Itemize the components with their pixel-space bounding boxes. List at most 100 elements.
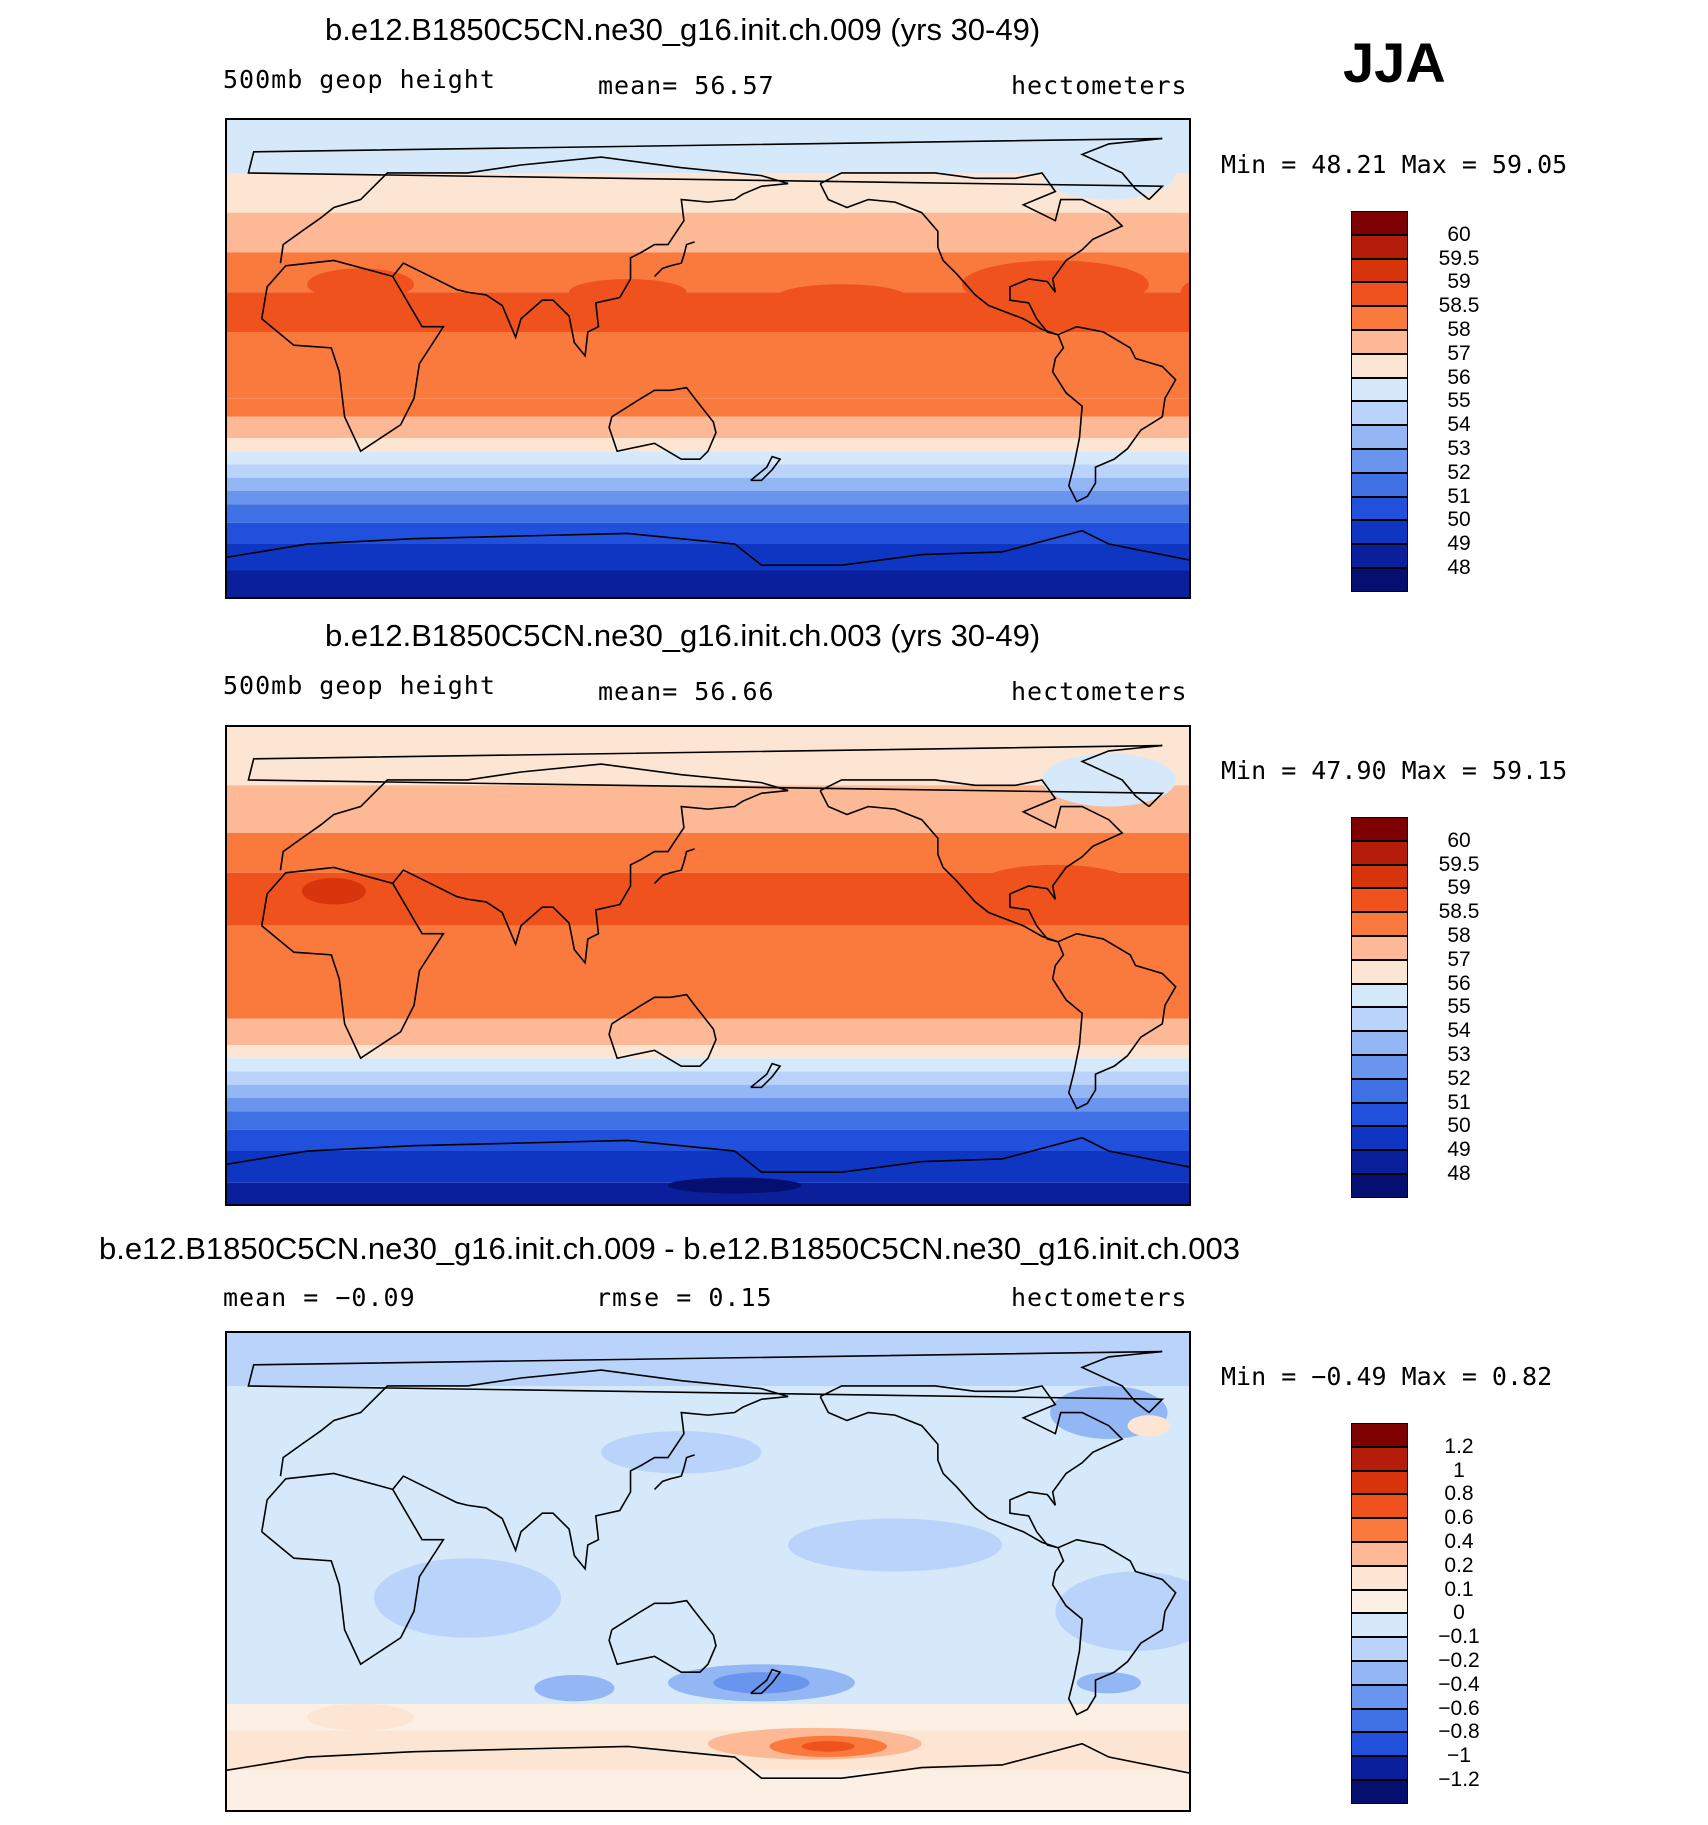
panel-3-mean-label: mean = −0.09: [223, 1283, 416, 1312]
colorbar-swatch: [1351, 1637, 1408, 1661]
contour-band: [227, 464, 1189, 478]
season-label: JJA: [1343, 31, 1446, 94]
colorbar-label: 60: [1447, 828, 1471, 852]
colorbar-swatch: [1351, 983, 1408, 1008]
colorbar-swatch: [1351, 817, 1408, 841]
panel-3-minmax: Min = −0.49 Max = 0.82: [1221, 1362, 1553, 1391]
colorbar-label: 57: [1447, 341, 1471, 365]
contour-band: [227, 1084, 1189, 1098]
colorbar-swatch: [1351, 1470, 1408, 1495]
colorbar-label: 0.4: [1444, 1530, 1474, 1553]
colorbar-label: 1: [1453, 1458, 1465, 1482]
colorbar-label: 58.5: [1438, 900, 1480, 924]
colorbar-label: −0.8: [1438, 1720, 1480, 1744]
panel-2-minmax: Min = 47.90 Max = 59.15: [1221, 756, 1568, 785]
coastline: [1051, 325, 1177, 503]
colorbar-label: 52: [1447, 1066, 1471, 1090]
contour-region: [788, 1518, 1002, 1572]
contour-region: [961, 260, 1149, 309]
contour-region: [774, 284, 909, 311]
colorbar-label: 50: [1447, 1114, 1471, 1138]
colorbar-swatch: [1351, 1126, 1408, 1151]
contour-band: [227, 570, 1189, 597]
contour-region: [721, 880, 962, 918]
colorbar-swatch: [1351, 1031, 1408, 1055]
colorbar-swatch: [1351, 1102, 1408, 1127]
contour-region: [1042, 146, 1176, 200]
colorbar-label: −0.6: [1438, 1696, 1480, 1720]
panel-1-map: [225, 118, 1191, 599]
colorbar-label: 53: [1447, 1043, 1471, 1066]
contour-band: [227, 451, 1189, 465]
panel-2-title: b.e12.B1850C5CN.ne30_g16.init.ch.003 (yr…: [325, 618, 1041, 653]
contour-region: [1042, 753, 1176, 807]
colorbar-label: −0.1: [1438, 1625, 1480, 1649]
contour-region: [975, 864, 1136, 908]
colorbar-swatch: [1351, 306, 1408, 330]
colorbar-label: −0.2: [1438, 1649, 1480, 1672]
contour-band: [227, 332, 1189, 399]
colorbar-swatch: [1351, 1613, 1408, 1638]
contour-band: [227, 925, 1189, 1019]
colorbar-swatch: [1351, 449, 1408, 473]
contour-band: [227, 522, 1189, 544]
colorbar-swatch: [1351, 1661, 1408, 1685]
contour-band: [227, 1058, 1189, 1072]
contour-band: [227, 1098, 1189, 1112]
contour-region: [307, 268, 415, 301]
colorbar-swatch: [1351, 1756, 1408, 1780]
contour-band: [227, 1129, 1189, 1151]
colorbar-label: 54: [1447, 413, 1471, 437]
colorbar-swatch: [1351, 401, 1408, 426]
coastline: [227, 529, 1189, 566]
coastline: [247, 137, 1165, 201]
coastline: [279, 156, 789, 264]
coastline: [247, 1350, 1165, 1414]
panel-2-map: [225, 725, 1191, 1206]
colorbar-label: −0.4: [1438, 1672, 1480, 1696]
panel-3-map: [225, 1331, 1191, 1812]
map-svg: [227, 120, 1189, 597]
panel-3-rmse-label: rmse = 0.15: [596, 1283, 773, 1312]
coastline: [750, 1062, 782, 1089]
contour-region: [801, 1741, 855, 1752]
colorbar-swatch: [1351, 544, 1408, 568]
coastline: [279, 763, 789, 871]
coastline: [1051, 1538, 1177, 1716]
panel-1-mean-label: mean= 56.57: [598, 71, 775, 100]
contour-region: [713, 1672, 810, 1694]
contour-band: [227, 1730, 1189, 1771]
colorbar-swatch: [1351, 1732, 1408, 1757]
coastline: [608, 993, 717, 1067]
colorbar-label: 0: [1453, 1601, 1465, 1625]
colorbar-swatch: [1351, 353, 1408, 378]
coastline: [260, 1472, 445, 1666]
contour-region: [1076, 1672, 1141, 1694]
coastline: [260, 259, 445, 453]
colorbar-label: 54: [1447, 1019, 1471, 1043]
colorbar-label: 49: [1447, 532, 1471, 556]
colorbar-label: 49: [1447, 1138, 1471, 1162]
colorbar-swatch: [1351, 496, 1408, 521]
coastline: [260, 866, 445, 1060]
colorbar-label: 53: [1447, 437, 1471, 460]
colorbar-swatch: [1351, 1446, 1408, 1471]
coastline: [653, 848, 695, 884]
contour-region: [373, 1558, 562, 1638]
contour-band: [227, 398, 1189, 417]
coastline: [392, 789, 789, 965]
colorbar-swatch: [1351, 888, 1408, 913]
coastline: [392, 182, 789, 358]
colorbar-label: 55: [1447, 995, 1471, 1019]
colorbar-label: 55: [1447, 389, 1471, 413]
map-svg: [227, 1333, 1189, 1810]
contour-band: [227, 504, 1189, 523]
colorbar-swatch: [1351, 1542, 1408, 1566]
colorbar-swatch: [1351, 1078, 1408, 1103]
contour-band: [227, 1071, 1189, 1085]
coastline: [653, 241, 695, 277]
panel-3-units-label: hectometers: [1011, 1283, 1188, 1312]
panel-1-field-label: 500mb geop height: [223, 65, 496, 94]
colorbar-swatch: [1351, 959, 1408, 984]
colorbar-label: 52: [1447, 460, 1471, 484]
